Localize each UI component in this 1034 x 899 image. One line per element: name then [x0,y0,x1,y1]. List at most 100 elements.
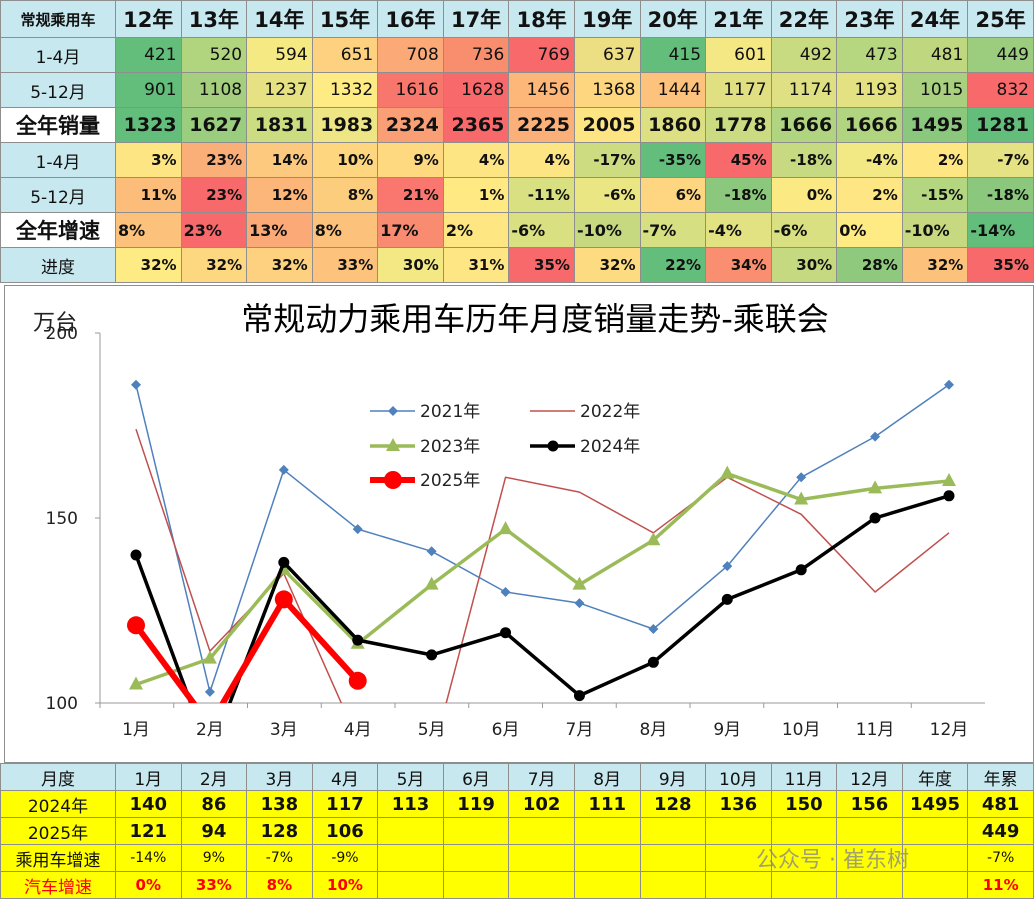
table-cell: 1332 [311,72,379,108]
data-point [278,556,290,568]
x-tick-label: 7月 [566,720,594,740]
table-cell: -15% [901,177,969,213]
data-point [129,676,143,690]
row-label: 2025年 [0,817,116,845]
table-cell: 2% [901,142,969,178]
data-point [278,464,289,475]
table-cell: 2005 [573,107,641,143]
table-cell: 4% [442,142,510,178]
legend-label: 2021年 [420,402,480,422]
table-cell: 1983 [311,107,379,143]
data-point [202,650,217,664]
data-point [647,656,659,668]
table-cell: 12% [246,177,313,213]
table-cell: 8% [311,177,379,213]
table-cell: 1616 [377,72,444,108]
table-cell [442,844,510,872]
row-label: 进度 [0,247,116,283]
data-point [574,598,585,609]
table-cell: 136 [705,790,772,818]
table-cell: 128 [639,790,707,818]
table-cell: 9% [377,142,444,178]
table-cell: 0% [115,871,182,899]
row-label: 2024年 [0,790,116,818]
table-cell [901,844,969,872]
table-cell [836,817,903,845]
table-cell: -10% [573,212,641,248]
table-cell: -7% [967,142,1034,178]
month-header: 12月 [836,763,903,791]
table-cell: 33% [180,871,248,899]
x-tick-label: 5月 [418,720,446,740]
year-header: 12年 [115,0,182,38]
row-label: 1-4月 [0,142,116,178]
table-cell: 23% [180,177,248,213]
table-cell [901,871,969,899]
data-point [498,521,513,535]
year-header: 21年 [705,0,772,38]
data-point [352,634,364,646]
series-line [135,384,950,693]
table-cell: -18% [967,177,1034,213]
table-cell: -11% [508,177,575,213]
month-header: 7月 [508,763,575,791]
data-point [130,549,142,561]
table-cell: -14% [115,844,182,872]
year-header: 24年 [901,0,969,38]
x-tick-label: 4月 [344,720,372,740]
table-cell: 594 [246,37,313,73]
table-cell: 0% [770,177,838,213]
y-tick-label: 200 [46,324,78,344]
table-cell [770,817,838,845]
table-cell: 481 [901,37,969,73]
month-header: 年累 [967,763,1034,791]
table-cell: 481 [967,790,1034,818]
table-cell [573,871,641,899]
table-cell: 6% [639,177,707,213]
series-line [134,494,950,703]
data-point [573,690,585,702]
table-cell: 1193 [836,72,903,108]
data-point [943,490,955,502]
table-cell: 28% [836,247,903,283]
data-point [572,576,587,590]
table-cell: 32% [246,247,313,283]
table-cell [377,817,444,845]
table-corner-label: 常规乘用车 [0,0,116,38]
table-cell: 832 [967,72,1034,108]
table-cell: 102 [508,790,575,818]
line-chart-panel: 100 150 200 1月 2月 3月 4月 5月 6月 7月 8月 9月 10月 11月 12月 万台 常规… [4,285,1034,763]
x-tick-label: 8月 [639,720,667,740]
y-tick-label: 100 [46,694,78,714]
table-cell: -6% [573,177,641,213]
series-line [135,428,950,703]
row-label: 乘用车增速 [0,844,116,872]
table-cell: 769 [508,37,575,73]
data-point [722,561,733,572]
year-header: 25年 [967,0,1034,38]
table-cell: -7% [246,844,313,872]
month-header: 11月 [770,763,838,791]
table-cell [836,871,903,899]
year-header: 19年 [573,0,641,38]
data-point [500,587,511,597]
data-point [646,532,661,546]
monthly-sales-line-chart: 100 150 200 1月 2月 3月 4月 5月 6月 7月 8月 9月 10月 11月 12月 万台 常规… [33,300,985,740]
table-cell: 1174 [770,72,838,108]
month-header: 9月 [639,763,707,791]
table-cell: 35% [967,247,1034,283]
table-cell: 121 [115,817,182,845]
x-tick-label: 2月 [196,720,224,740]
table-cell: 1015 [901,72,969,108]
table-cell: -6% [508,212,575,248]
table-cell: 736 [442,37,510,73]
table-cell: 8% [311,212,379,248]
table-cell: 32% [901,247,969,283]
table-cell: -17% [573,142,641,178]
table-cell: 31% [442,247,510,283]
row-label: 1-4月 [0,37,116,73]
monthly-sales-comparison-table: 月度 1月 2月 3月 4月 5月 6月 7月 8月 9月 10月 11月 12月 年度 年累 2024年 14… [0,763,1034,899]
year-header: 13年 [180,0,248,38]
table-cell [573,844,641,872]
data-point [721,593,733,605]
